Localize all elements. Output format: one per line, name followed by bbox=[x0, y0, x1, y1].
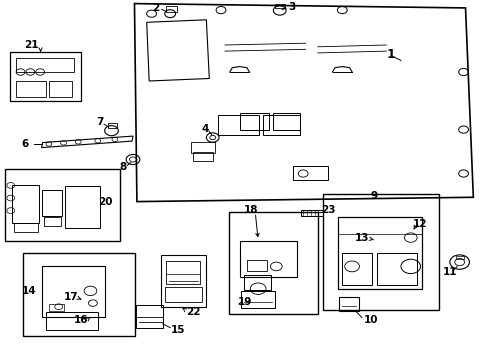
Bar bbox=[161, 255, 206, 307]
Bar bbox=[166, 6, 177, 12]
Text: 11: 11 bbox=[442, 267, 456, 277]
Bar bbox=[244, 275, 271, 290]
Bar bbox=[41, 190, 62, 216]
Text: 23: 23 bbox=[321, 204, 335, 215]
Bar bbox=[165, 287, 202, 302]
Text: 13: 13 bbox=[354, 233, 368, 243]
Bar bbox=[263, 115, 299, 135]
Bar bbox=[228, 212, 317, 314]
Text: 2: 2 bbox=[152, 3, 159, 13]
Text: 17: 17 bbox=[63, 292, 78, 302]
Bar bbox=[239, 241, 297, 277]
Text: 4: 4 bbox=[201, 124, 209, 134]
Bar bbox=[455, 256, 463, 259]
Bar bbox=[16, 58, 74, 72]
Text: 6: 6 bbox=[22, 139, 29, 149]
Text: 7: 7 bbox=[96, 117, 104, 127]
Bar bbox=[376, 253, 416, 285]
Text: 15: 15 bbox=[171, 325, 185, 336]
Text: 1: 1 bbox=[386, 48, 395, 61]
Text: 12: 12 bbox=[412, 219, 427, 229]
Bar bbox=[322, 194, 438, 310]
Text: 21: 21 bbox=[24, 40, 39, 50]
Text: 9: 9 bbox=[370, 191, 377, 201]
Text: 8: 8 bbox=[120, 162, 126, 172]
Bar bbox=[107, 123, 117, 128]
Text: 14: 14 bbox=[22, 286, 37, 296]
Bar bbox=[49, 304, 63, 311]
Text: 10: 10 bbox=[363, 315, 377, 325]
Bar bbox=[240, 291, 274, 308]
Bar bbox=[64, 186, 100, 228]
Text: 3: 3 bbox=[287, 2, 294, 12]
Bar bbox=[193, 152, 212, 161]
Bar bbox=[46, 312, 98, 330]
Text: 18: 18 bbox=[243, 204, 258, 215]
Bar bbox=[41, 266, 105, 317]
Bar bbox=[49, 81, 72, 97]
Bar bbox=[342, 253, 371, 285]
Bar bbox=[275, 4, 285, 8]
Bar bbox=[14, 223, 38, 232]
Bar bbox=[166, 261, 200, 284]
Bar bbox=[246, 260, 266, 271]
Text: 16: 16 bbox=[73, 315, 88, 325]
Bar bbox=[293, 166, 327, 180]
Text: 20: 20 bbox=[98, 197, 112, 207]
Bar bbox=[190, 142, 215, 153]
Bar bbox=[44, 217, 61, 226]
Bar bbox=[136, 305, 163, 328]
Text: 19: 19 bbox=[238, 297, 252, 307]
Bar bbox=[300, 210, 322, 216]
Bar bbox=[5, 169, 120, 241]
Bar bbox=[338, 297, 359, 311]
Bar bbox=[239, 113, 268, 130]
Bar bbox=[10, 52, 81, 101]
Bar bbox=[12, 185, 39, 223]
Bar bbox=[272, 113, 299, 130]
Bar bbox=[16, 81, 46, 97]
Bar bbox=[217, 115, 259, 135]
Text: 22: 22 bbox=[185, 307, 200, 317]
Bar bbox=[23, 253, 135, 336]
Bar bbox=[338, 217, 421, 289]
